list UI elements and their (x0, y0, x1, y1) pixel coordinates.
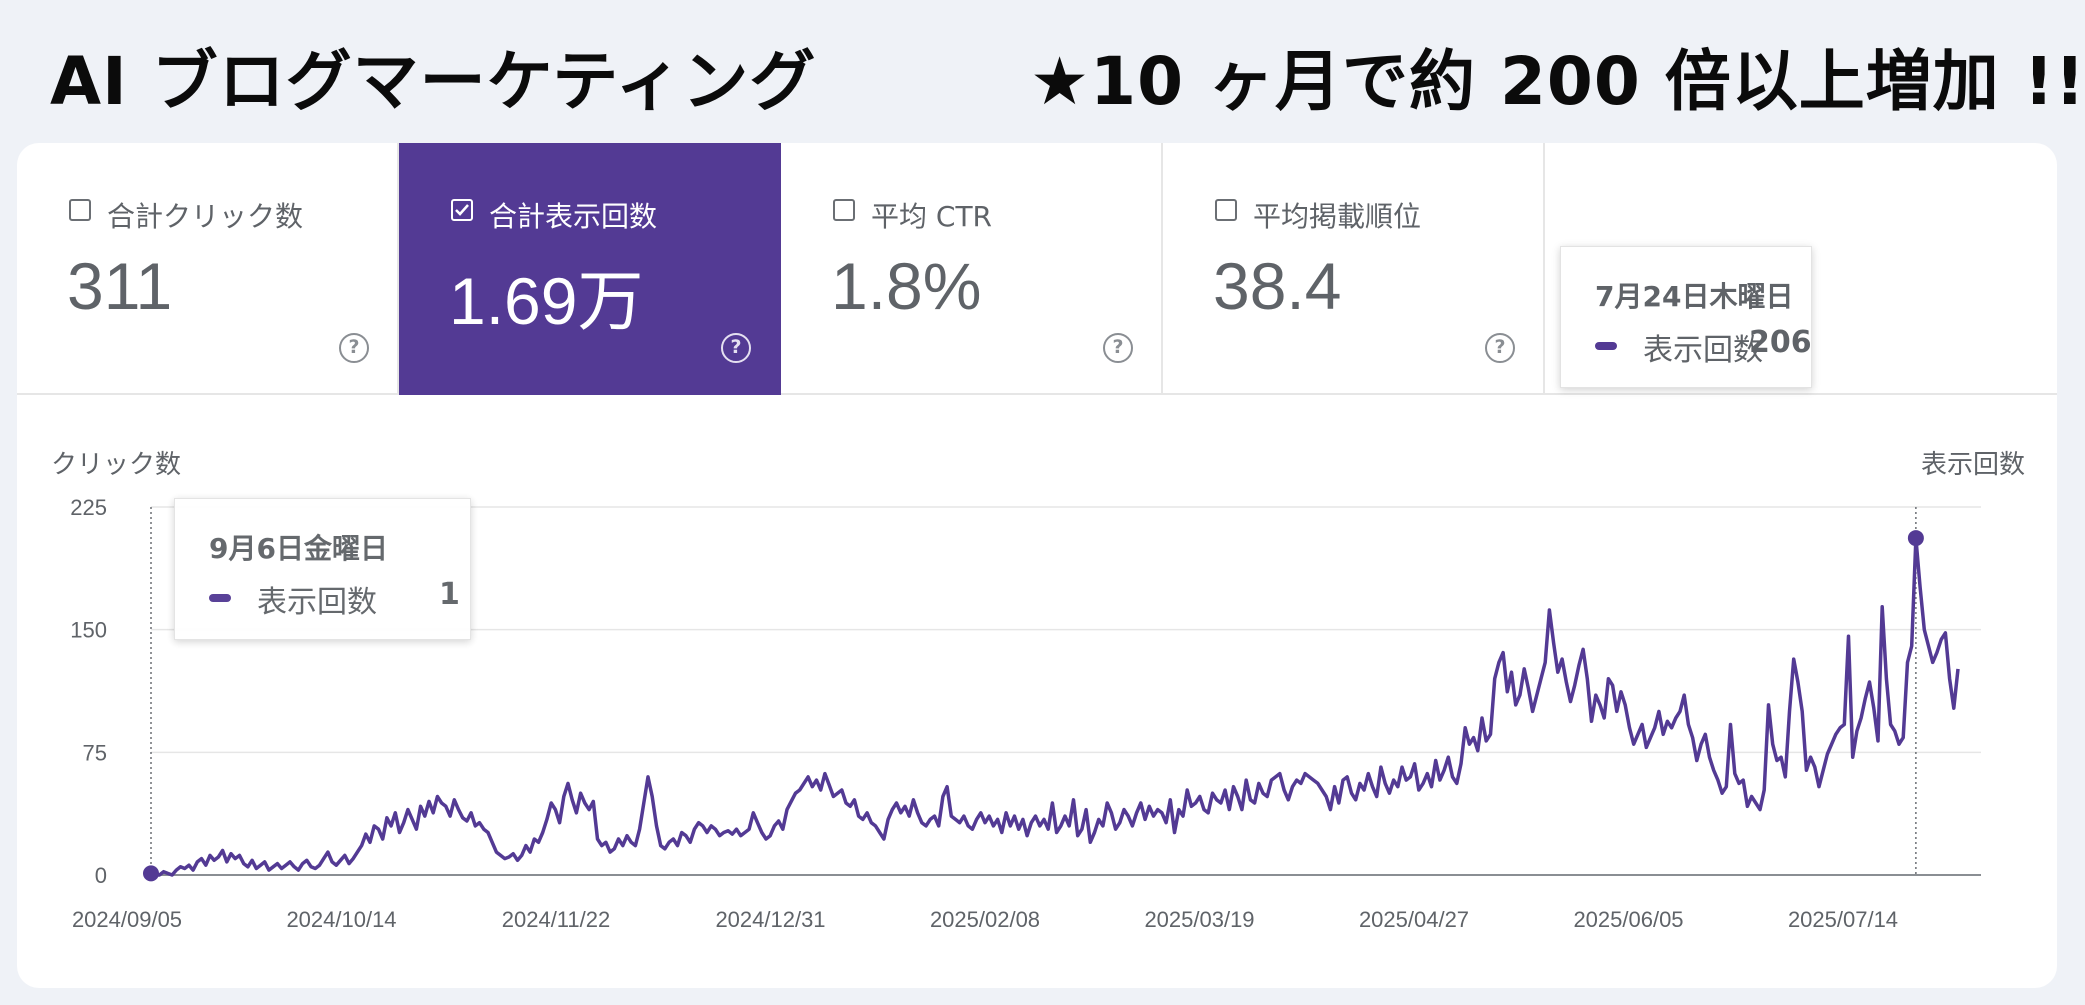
y-axis-label-left: クリック数 (51, 449, 181, 479)
help-icon[interactable]: ? (721, 333, 751, 363)
metric-label: 平均掲載順位 (1253, 200, 1422, 233)
series-line-impressions (150, 536, 1960, 877)
x-tick-label: 2024/12/31 (715, 907, 825, 932)
metric-value: 38.4 (1213, 249, 1342, 323)
x-tick-label: 2025/02/08 (930, 907, 1040, 932)
metric-label: 合計表示回数 (489, 200, 658, 233)
y-tick-label: 150 (70, 618, 107, 643)
checkbox-icon[interactable] (1215, 199, 1237, 221)
metric-value: 311 (67, 249, 173, 323)
metric-label: 合計クリック数 (107, 200, 304, 233)
metric-average-position[interactable]: 平均掲載順位 38.4 ? (1163, 143, 1545, 395)
checkbox-icon[interactable] (69, 199, 91, 221)
x-tick-label: 2025/04/27 (1359, 907, 1469, 932)
metric-label: 平均 CTR (871, 200, 993, 233)
series-swatch (1595, 342, 1617, 350)
tooltip-date: 9月6日金曜日 (209, 532, 388, 565)
y-tick-label: 0 (95, 863, 107, 888)
metric-value: 1.8% (831, 249, 982, 323)
x-tick-label: 2025/06/05 (1573, 907, 1683, 932)
metric-spacer (1545, 143, 2057, 395)
metric-total-clicks[interactable]: 合計クリック数 311 ? (17, 143, 399, 395)
tooltip-value: 1 (439, 577, 460, 612)
series-swatch (209, 594, 231, 602)
metric-value: 1.69万 (449, 264, 644, 338)
help-icon[interactable]: ? (1103, 333, 1133, 363)
checkbox-checked-icon[interactable] (451, 199, 473, 221)
tooltip-value: 206 (1749, 325, 1812, 360)
performance-card: 合計クリック数 311 ? 合計表示回数 1.69万 ? 平均 CTR 1.8%… (17, 143, 2057, 988)
x-tick-label: 2024/10/14 (286, 907, 396, 932)
x-tick-label: 2024/09/05 (72, 907, 182, 932)
y-axis-label-right: 表示回数 (1921, 449, 2025, 479)
impressions-line-chart[interactable]: クリック数 表示回数 0 75 150 225 2024/09/05 2024/10/1… (17, 143, 2057, 988)
help-icon[interactable]: ? (339, 333, 369, 363)
tooltip-start: 9月6日金曜日 表示回数 1 (174, 498, 471, 640)
tooltip-series-name: 表示回数 (257, 585, 377, 620)
tooltip-peak: 7月24日木曜日 表示回数 206 (1560, 246, 1812, 388)
highlighted-data-point (1907, 530, 1924, 547)
tooltip-date: 7月24日木曜日 (1595, 280, 1794, 313)
x-tick-label: 2024/11/22 (502, 907, 610, 932)
y-tick-label: 225 (70, 495, 107, 520)
x-tick-label: 2025/07/14 (1788, 907, 1898, 932)
headline-right: ★10 ヶ月で約 200 倍以上増加 !! (1030, 43, 2085, 120)
metric-total-impressions[interactable]: 合計表示回数 1.69万 ? (399, 143, 781, 395)
x-tick-label: 2025/03/19 (1144, 907, 1254, 932)
y-tick-label: 75 (83, 740, 107, 765)
highlighted-data-point (143, 865, 159, 882)
tooltip-series-name: 表示回数 (1643, 333, 1763, 368)
metric-average-ctr[interactable]: 平均 CTR 1.8% ? (781, 143, 1163, 395)
headline-left: AI ブログマーケティング (50, 43, 817, 120)
checkbox-icon[interactable] (833, 199, 855, 221)
help-icon[interactable]: ? (1485, 333, 1515, 363)
